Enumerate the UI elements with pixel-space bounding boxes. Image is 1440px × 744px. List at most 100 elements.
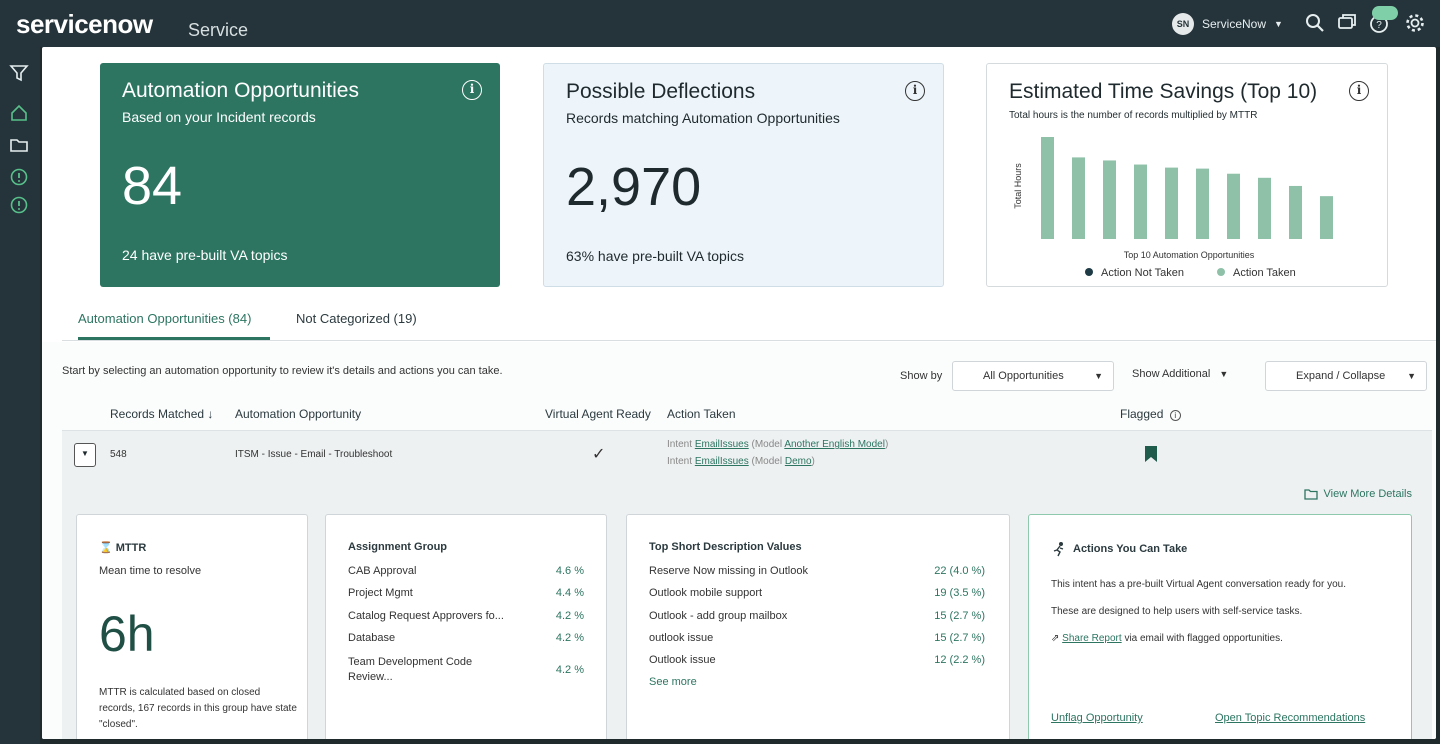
row-detail: View More Details ⌛ MTTR Mean time to re… (62, 476, 1432, 739)
view-more-label: View More Details (1323, 488, 1412, 500)
list-item[interactable]: Catalog Request Approvers fo... 4.2 % (348, 610, 584, 622)
actions-card: Actions You Can Take This intent has a p… (1028, 514, 1412, 739)
card-title: Automation Opportunities (122, 79, 359, 102)
active-tab-indicator (78, 337, 270, 340)
left-rail (0, 47, 40, 744)
bar-7 (1227, 173, 1240, 239)
legend-marker-1 (1085, 268, 1093, 276)
automation-opportunities-card[interactable]: Automation Opportunities Based on your I… (100, 63, 500, 287)
bar-8 (1258, 177, 1271, 239)
column-records-matched[interactable]: Records Matched ↓ (110, 407, 213, 421)
list-item[interactable]: Outlook mobile support 19 (3.5 %) (649, 587, 985, 599)
show-by-select[interactable]: All Opportunities ▼ (952, 361, 1114, 391)
see-more-link[interactable]: See more (649, 676, 697, 688)
view-more-details-link[interactable]: View More Details (1303, 488, 1412, 500)
show-additional-label: Show Additional (1132, 368, 1211, 380)
bar-5 (1165, 167, 1178, 239)
action-taken-line: Intent EmailIssues (Model Another Englis… (667, 439, 889, 450)
filter-icon[interactable] (9, 63, 29, 83)
share-report-link[interactable]: Share Report (1062, 633, 1122, 644)
alert-icon[interactable] (9, 195, 29, 215)
info-icon[interactable] (9, 167, 29, 187)
model-link[interactable]: Demo (784, 456, 812, 467)
opportunities-panel: Start by selecting an automation opportu… (42, 342, 1436, 739)
search-icon[interactable] (1304, 12, 1326, 34)
list-item[interactable]: Outlook - add group mailbox 15 (2.7 %) (649, 610, 985, 622)
column-automation-opportunity[interactable]: Automation Opportunity (235, 407, 362, 421)
list-item[interactable]: Reserve Now missing in Outlook 22 (4.0 %) (649, 565, 985, 577)
mttr-note: MTTR is calculated based on closed recor… (99, 687, 297, 730)
home-icon[interactable] (9, 103, 29, 123)
running-person-icon (1053, 542, 1064, 557)
chart-legend: Action Not Taken Action Taken (1085, 267, 1296, 279)
bookmark-flag-icon[interactable] (1144, 445, 1158, 463)
list-item[interactable]: outlook issue 15 (2.7 %) (649, 632, 985, 644)
chat-icon[interactable] (1336, 12, 1358, 34)
gear-icon[interactable] (1404, 12, 1426, 34)
time-savings-chart: Total Hours Top 10 Automation Opportunit… (1013, 137, 1333, 279)
app-name: Service (188, 20, 249, 40)
unflag-opportunity-link[interactable]: Unflag Opportunity (1051, 712, 1143, 724)
folder-icon[interactable] (9, 135, 29, 155)
servicenow-logo[interactable]: servicenow (16, 9, 153, 39)
chevron-down-icon: ▼ (1219, 369, 1229, 379)
expand-collapse-label: Expand / Collapse (1296, 370, 1386, 382)
legend-marker-2 (1217, 268, 1225, 276)
bar-9 (1289, 185, 1302, 239)
bar-2 (1072, 157, 1085, 239)
chevron-down-icon: ▼ (1094, 371, 1103, 381)
avatar: SN (1172, 13, 1194, 35)
share-icon: ⇗ (1051, 633, 1060, 644)
card-subtitle: Total hours is the number of records mul… (1009, 110, 1258, 121)
bar-1 (1041, 137, 1054, 239)
opportunity-name[interactable]: ITSM - Issue - Email - Troubleshoot (235, 449, 393, 460)
info-icon[interactable]: i (1169, 410, 1181, 421)
actions-line-2: These are designed to help users with se… (1051, 606, 1303, 617)
share-report-line: ⇗ Share Report via email with flagged op… (1051, 633, 1283, 644)
list-item[interactable]: Team Development Code Review... 4.2 % (348, 656, 584, 683)
card-footer: 24 have pre-built VA topics (122, 247, 288, 263)
intent-link[interactable]: EmailIssues (694, 439, 749, 450)
short-description-title: Top Short Description Values (649, 541, 802, 553)
tab-not-categorized[interactable]: Not Categorized (19) (296, 311, 417, 326)
list-item[interactable]: Project Mgmt 4.4 % (348, 587, 584, 599)
list-item[interactable]: Database 4.2 % (348, 632, 584, 644)
tab-bar: Automation Opportunities (84) Not Catego… (62, 305, 1436, 341)
list-item[interactable]: Outlook issue 12 (2.2 %) (649, 654, 985, 666)
info-icon[interactable]: i (1349, 81, 1369, 101)
column-flagged[interactable]: Flagged i (1120, 407, 1181, 421)
column-virtual-agent-ready[interactable]: Virtual Agent Ready (545, 407, 651, 421)
open-topic-recommendations-link[interactable]: Open Topic Recommendations (1215, 712, 1366, 724)
bar-4 (1134, 164, 1147, 239)
info-icon[interactable]: i (462, 80, 482, 100)
card-footer: 63% have pre-built VA topics (566, 248, 744, 264)
card-title: Possible Deflections (566, 80, 756, 103)
user-menu[interactable]: SN ServiceNow ▼ (1172, 13, 1283, 35)
mttr-title: ⌛ MTTR (99, 542, 147, 554)
column-action-taken[interactable]: Action Taken (667, 407, 736, 421)
table-row[interactable]: ▼ 548 ITSM - Issue - Email - Troubleshoo… (62, 430, 1432, 476)
model-link[interactable]: Another English Model (784, 439, 885, 450)
show-by-value: All Opportunities (983, 370, 1064, 382)
new-badge-icon (1372, 6, 1398, 20)
bar-6 (1196, 168, 1209, 239)
mttr-subtitle: Mean time to resolve (99, 565, 202, 577)
svg-text:?: ? (1376, 20, 1382, 31)
arrow-down-icon: ↓ (207, 407, 214, 421)
card-value: 84 (122, 156, 183, 216)
possible-deflections-card[interactable]: Possible Deflections Records matching Au… (543, 63, 944, 287)
assignment-title: Assignment Group (348, 541, 448, 553)
show-additional-dropdown[interactable]: Show Additional ▼ (1132, 368, 1228, 380)
column-label: Flagged (1120, 407, 1164, 421)
collapse-toggle[interactable]: ▼ (74, 443, 96, 467)
info-icon[interactable]: i (905, 81, 925, 101)
card-title: Estimated Time Savings (Top 10) (1009, 80, 1318, 103)
expand-collapse-select[interactable]: Expand / Collapse ▼ (1265, 361, 1427, 391)
intent-link[interactable]: EmailIssues (694, 456, 749, 467)
actions-title: Actions You Can Take (1051, 541, 1187, 557)
tab-automation-opportunities[interactable]: Automation Opportunities (84) (78, 311, 252, 326)
legend-label-1: Action Not Taken (1101, 267, 1184, 279)
folder-open-icon (1303, 489, 1318, 500)
show-by-label: Show by (900, 370, 943, 382)
list-item[interactable]: CAB Approval 4.6 % (348, 565, 584, 577)
